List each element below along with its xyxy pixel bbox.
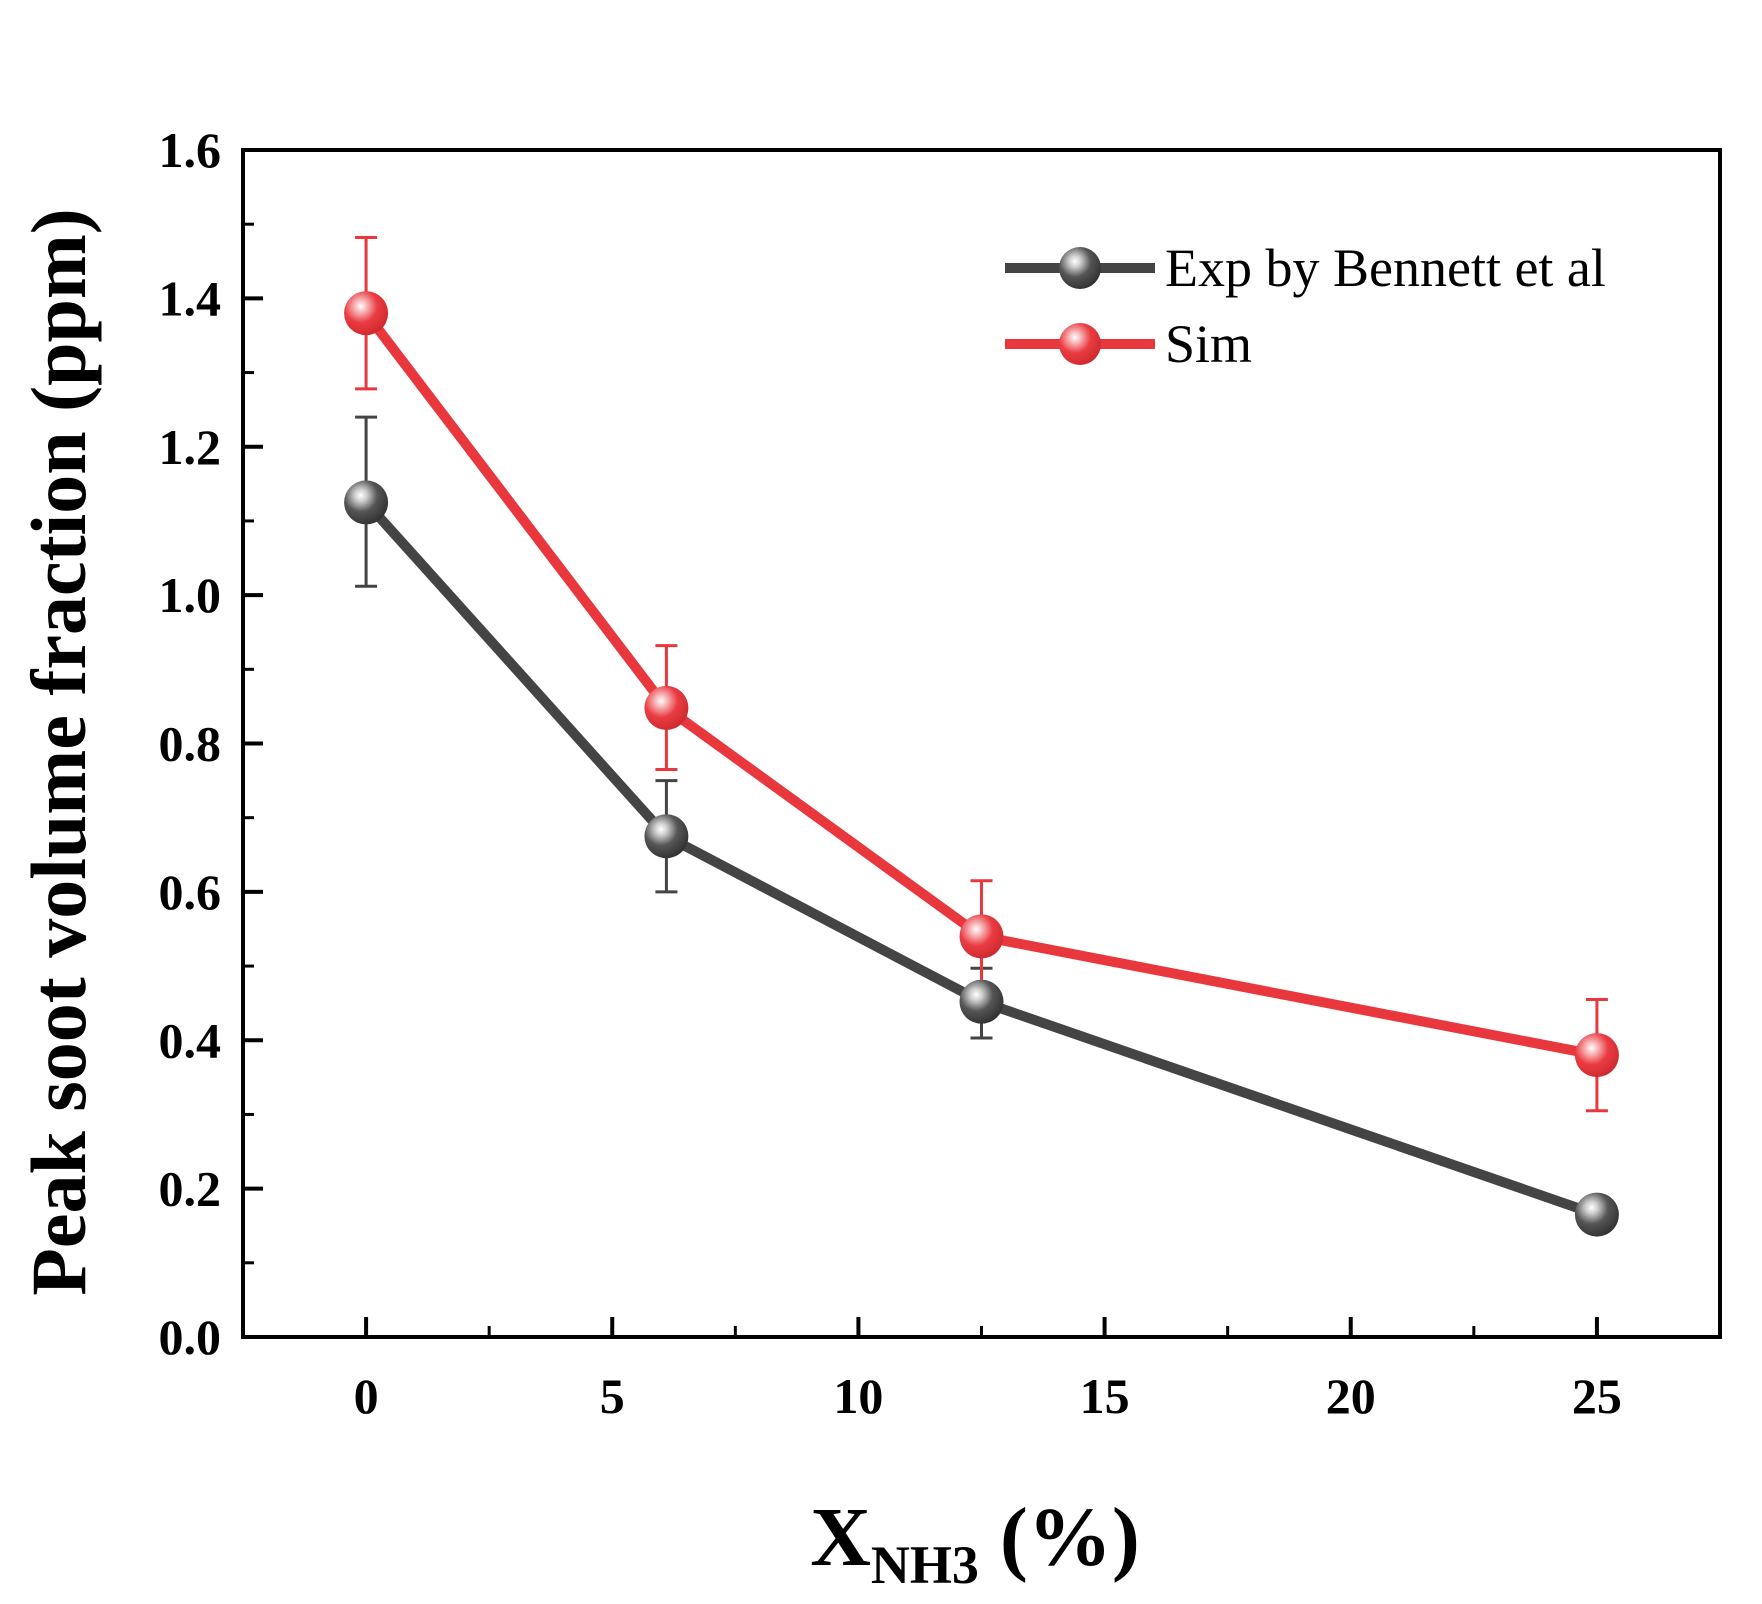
series-lines <box>362 310 1599 1220</box>
y-tick-label: 0.4 <box>159 1012 222 1068</box>
x-tick-label: 15 <box>1080 1368 1130 1424</box>
axis-tick-labels: 0 5 10 15 20 25 0.0 0.2 0.4 0.6 0.8 1.0 1.2 1.4 1.6 <box>159 122 1622 1424</box>
x-tick-label: 25 <box>1572 1368 1622 1424</box>
y-tick-label: 0.0 <box>159 1309 222 1365</box>
legend-marker-sim <box>1059 323 1101 365</box>
x-tick-label: 20 <box>1326 1368 1376 1424</box>
y-tick-label: 1.2 <box>159 419 222 475</box>
legend-label-sim: Sim <box>1165 314 1252 374</box>
data-point-sim <box>959 914 1004 959</box>
y-tick-label: 0.2 <box>159 1161 222 1217</box>
data-point-exp <box>644 814 689 859</box>
y-tick-label: 0.6 <box>159 864 222 920</box>
data-point-sim <box>644 685 689 730</box>
series-line-sim <box>362 310 1598 1060</box>
y-tick-label: 1.4 <box>159 270 222 326</box>
axis-ticks <box>243 148 1599 1339</box>
x-tick-label: 0 <box>354 1368 379 1424</box>
legend-label-exp: Exp by Bennett et al <box>1165 238 1606 298</box>
y-tick-label: 1.0 <box>159 567 222 623</box>
data-point-exp <box>1574 1192 1619 1237</box>
data-point-exp <box>344 480 389 525</box>
data-point-sim <box>1574 1033 1619 1078</box>
y-tick-label: 0.8 <box>159 716 222 772</box>
y-axis-title: Peak soot volume fraction (ppm) <box>15 208 102 1296</box>
legend: Exp by Bennett et al Sim <box>1005 238 1606 374</box>
x-axis-title-main: X <box>810 1491 871 1584</box>
series-markers <box>344 291 1619 1237</box>
plot-frame <box>241 148 1722 1339</box>
y-tick-label: 1.6 <box>159 122 222 178</box>
data-point-sim <box>344 291 389 336</box>
x-tick-label: 5 <box>600 1368 625 1424</box>
x-tick-label: 10 <box>833 1368 883 1424</box>
x-axis-title-subscript: NH3 <box>871 1535 979 1595</box>
series-line-exp <box>362 499 1599 1220</box>
x-axis-title: XNH3 (%) <box>810 1491 1140 1595</box>
plot-area <box>241 148 1722 1339</box>
data-point-exp <box>959 979 1004 1024</box>
x-axis-title-suffix: (%) <box>979 1491 1140 1584</box>
error-bars <box>355 236 1608 1113</box>
legend-marker-exp <box>1059 247 1101 289</box>
